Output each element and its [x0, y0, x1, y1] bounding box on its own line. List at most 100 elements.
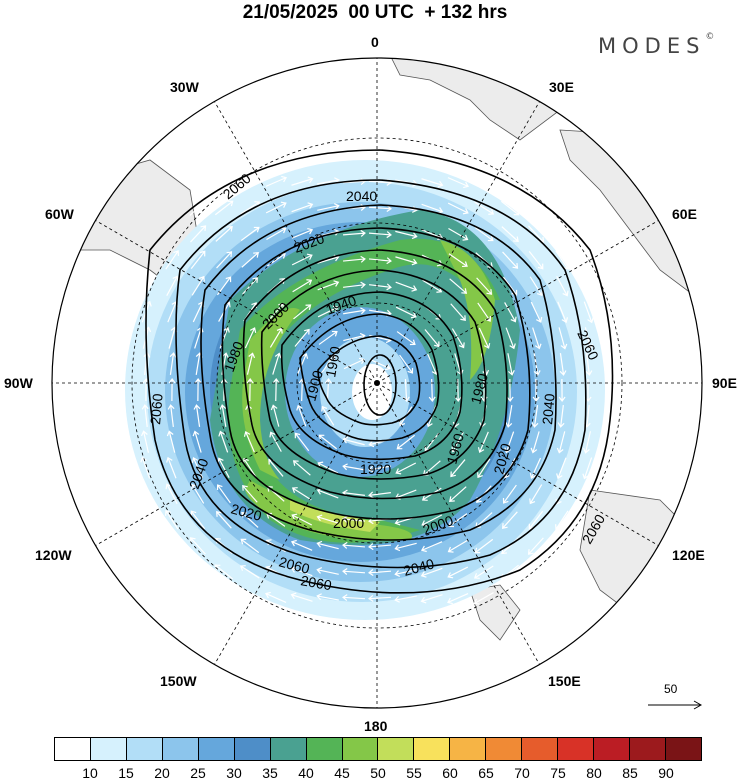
wind-arrow	[450, 459, 466, 478]
wind-arrow	[116, 377, 124, 402]
wind-arrow	[316, 514, 339, 524]
wind-arrow	[448, 253, 468, 268]
wind-arrow	[531, 405, 539, 428]
wind-arrow	[450, 303, 466, 322]
wind-arrow	[217, 457, 230, 478]
brand-logo: MODES©	[598, 32, 715, 58]
wind-arrow	[394, 621, 417, 629]
wind-arrow	[193, 404, 201, 427]
wind-arrow	[451, 432, 464, 453]
colorbar-tick-label: 80	[586, 765, 602, 781]
wind-arrow	[449, 486, 467, 502]
contour-label: 1900	[302, 368, 326, 402]
wind-arrow	[473, 592, 494, 605]
wind-arrow	[342, 515, 366, 523]
lon-label-120w: 120W	[35, 547, 72, 563]
wind-arrow	[342, 567, 366, 575]
wind-arrow	[447, 539, 468, 553]
wind-arrow	[504, 431, 515, 454]
contour-label: 1920	[360, 461, 391, 477]
lon-label-90w: 90W	[4, 375, 33, 391]
wind-arrow	[140, 456, 151, 479]
wind-arrow	[166, 430, 176, 453]
meridian-line	[214, 382, 378, 665]
wind-arrow	[297, 352, 309, 375]
wind-arrow	[448, 227, 469, 241]
wind-arrow	[343, 281, 366, 289]
wind-arrow	[501, 511, 518, 529]
wind-arrow	[582, 431, 592, 454]
wind-arrow	[424, 329, 440, 348]
contour-1920	[299, 313, 440, 442]
wind-arrow	[343, 307, 366, 315]
wind-arrow	[527, 200, 545, 217]
wind-arrow	[164, 536, 180, 556]
colorbar-swatch	[450, 738, 487, 760]
colorbar-swatch	[486, 738, 523, 760]
colorbar-tick-label: 35	[262, 765, 278, 781]
wind-arrow	[141, 404, 149, 428]
wind-arrow	[585, 353, 593, 376]
colorbar-tick-label: 60	[442, 765, 458, 781]
copyright-mark: ©	[705, 32, 715, 42]
wind-arrow	[272, 352, 282, 375]
wind-arrow	[447, 177, 470, 189]
contour-1940	[280, 291, 463, 461]
wind-arrow	[477, 431, 489, 454]
wind-arrow	[191, 457, 204, 479]
wind-arrow	[318, 330, 338, 345]
wind-arrow	[396, 331, 416, 346]
wind-arrow	[529, 276, 543, 297]
wind-arrow	[215, 511, 232, 529]
wind-arrow	[584, 327, 594, 350]
wind-arrow	[505, 405, 513, 428]
wind-arrow	[396, 434, 416, 450]
wind-arrow	[474, 176, 495, 189]
colorbar-tick-label: 75	[550, 765, 566, 781]
wind-arrow	[421, 514, 443, 527]
wind-arrow	[240, 538, 260, 554]
wind-arrow	[189, 537, 206, 555]
colorbar-tick-label: 25	[190, 765, 206, 781]
wind-arrow	[447, 566, 469, 579]
wind-arrow	[215, 225, 233, 242]
wind-arrow	[166, 275, 179, 296]
map-boundary	[51, 57, 703, 709]
wind-arrow	[394, 569, 417, 577]
wind-arrow	[246, 352, 256, 375]
wind-arrow	[395, 230, 418, 240]
contour-label: 2060	[299, 572, 333, 593]
colorbar-swatch	[126, 738, 163, 760]
contour-label: 2040	[539, 393, 558, 426]
wind-arrow	[240, 175, 261, 188]
wind-arrow	[399, 354, 414, 374]
lon-label-60e: 60E	[672, 206, 697, 222]
wind-arrow	[368, 257, 392, 265]
wind-arrow	[342, 463, 365, 471]
contour-label: 2020	[490, 441, 514, 475]
wind-arrow	[342, 436, 365, 446]
wind-arrow	[556, 431, 566, 454]
wind-arrow	[165, 483, 178, 505]
lon-label-150w: 150W	[160, 673, 197, 689]
colorbar-tick-label: 55	[406, 765, 422, 781]
wind-arrow	[342, 620, 366, 628]
wind-arrow	[504, 302, 517, 323]
wind-arrow	[270, 404, 280, 427]
colorbar-swatch	[522, 738, 559, 760]
contour-label: 2040	[346, 188, 377, 204]
wind-arrow	[268, 302, 284, 321]
wind-arrow	[291, 253, 313, 266]
wind-arrow	[241, 511, 259, 528]
contour-1980	[242, 249, 508, 500]
contour-label: 2000	[333, 515, 364, 531]
colorbar-swatch	[198, 738, 235, 760]
wind-arrow	[243, 457, 257, 478]
colorbar-swatch	[90, 738, 127, 760]
wind-arrow	[447, 593, 469, 605]
wind-arrow	[343, 357, 365, 370]
wind-arrow	[447, 202, 469, 215]
colorbar-tick-label: 90	[658, 765, 674, 781]
lon-label-60w: 60W	[45, 206, 74, 222]
contour-label: 2060	[277, 553, 311, 577]
